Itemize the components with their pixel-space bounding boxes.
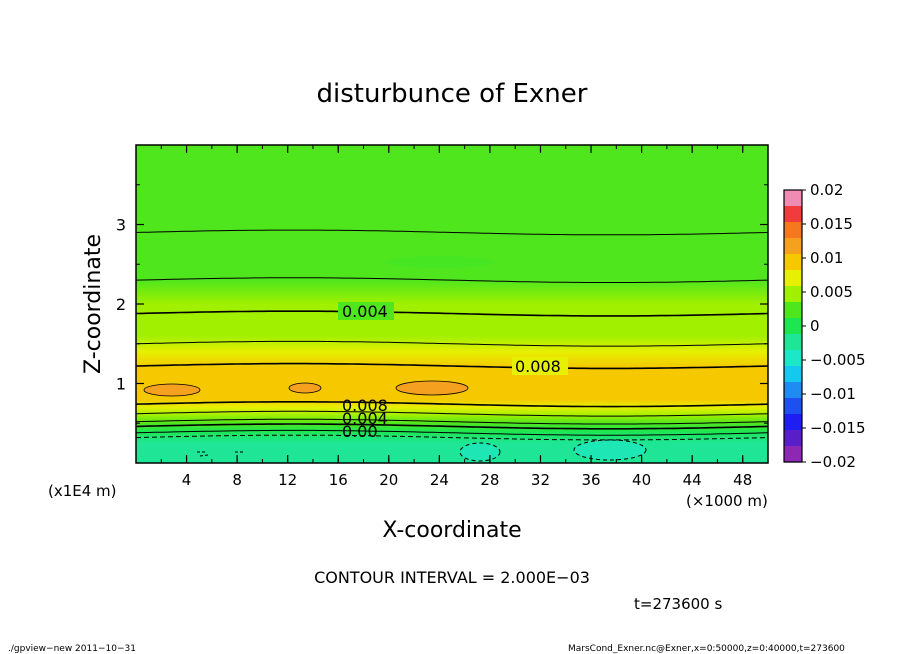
y-tick-label: 2 — [116, 295, 126, 314]
x-axis-ticks: 4 8 12 16 20 24 28 32 36 40 44 48 — [160, 145, 752, 489]
colorbar-segment — [784, 286, 802, 303]
contour-labels: 0.004 0.008 0.008 0.004 0.00 — [338, 302, 568, 441]
colorbar-segment — [784, 414, 802, 431]
contour-lines — [136, 229, 768, 441]
colorbar: 0.02 0.015 0.01 0.005 0 −0.005 −0.01 −0.015 −0.0… — [783, 181, 866, 471]
contour-interval-text: CONTOUR INTERVAL = 2.000E−03 — [314, 568, 590, 587]
x-tick-label: 24 — [430, 471, 449, 489]
y-axis-ticks: 1 2 3 — [116, 184, 768, 424]
contour-line — [136, 401, 768, 408]
colorbar-segment — [784, 222, 802, 239]
contour-line — [136, 418, 768, 425]
colorbar-tick-label: 0.005 — [810, 283, 853, 301]
y-unit-label: (x1E4 m) — [48, 482, 117, 500]
colorbar-segment — [784, 318, 802, 335]
contour-line — [136, 434, 768, 441]
colorbar-segment — [784, 254, 802, 271]
plot-area: 0.004 0.008 0.008 0.004 0.00 4 8 12 16 20 24 2… — [116, 144, 769, 489]
colorbar-segment — [784, 446, 802, 463]
x-tick-label: 40 — [632, 471, 651, 489]
y-tick-label: 3 — [116, 216, 126, 235]
colorbar-tick-label: −0.015 — [810, 419, 866, 437]
x-axis-label: X-coordinate — [382, 518, 521, 543]
contour-line — [136, 423, 768, 430]
footer-right: MarsCond_Exner.nc@Exner,x=0:50000,z=0:40… — [568, 644, 845, 654]
colorbar-segment — [784, 382, 802, 399]
x-tick-label: 36 — [581, 471, 600, 489]
contour-line — [136, 362, 768, 370]
chart-title: disturbunce of Exner — [317, 79, 588, 109]
colorbar-tick-label: 0.02 — [810, 181, 843, 199]
colorbar-segment — [784, 270, 802, 287]
x-tick-label: 48 — [733, 471, 752, 489]
colorbar-tick-label: −0.005 — [810, 351, 866, 369]
contour-line — [136, 310, 768, 317]
colorbar-segment — [784, 366, 802, 383]
colorbar-segment — [784, 190, 802, 207]
x-tick-label: 20 — [379, 471, 398, 489]
contour-label-bg — [512, 357, 568, 375]
x-tick-label: 44 — [683, 471, 702, 489]
high-blob — [288, 382, 322, 394]
x-tick-label: 4 — [182, 471, 192, 489]
x-tick-label: 8 — [232, 471, 242, 489]
high-blob — [143, 383, 201, 397]
colorbar-tick-label: −0.02 — [810, 453, 856, 471]
x-tick-label: 16 — [329, 471, 348, 489]
colorbar-segment — [784, 350, 802, 367]
contour-label: 0.00 — [342, 422, 378, 441]
time-label: t=273600 s — [634, 595, 722, 613]
colorbar-tick-label: 0.01 — [810, 249, 843, 267]
green-patch — [385, 256, 495, 268]
contour-label: 0.008 — [342, 396, 388, 415]
colorbar-segment — [784, 334, 802, 351]
heatmap-field — [136, 145, 768, 463]
colorbar-tick-label: 0 — [810, 317, 820, 335]
contour-label-bg — [338, 302, 394, 320]
x-tick-label: 28 — [480, 471, 499, 489]
contour-label: 0.004 — [342, 302, 388, 321]
colorbar-tick-label: 0.015 — [810, 215, 853, 233]
colorbar-segment — [784, 238, 802, 255]
y-axis-label: Z-coordinate — [81, 234, 106, 374]
low-blob — [459, 442, 501, 462]
low-blob — [573, 439, 647, 461]
field-features — [136, 229, 768, 462]
colorbar-segment — [784, 302, 802, 319]
contour-line — [136, 340, 768, 347]
x-tick-label: 12 — [278, 471, 297, 489]
y-tick-label: 1 — [116, 375, 126, 394]
high-blob — [395, 380, 469, 396]
footer-left: ./gpview−new 2011−10−31 — [8, 644, 136, 654]
x-tick-label: 32 — [531, 471, 550, 489]
contour-label: 0.008 — [515, 357, 561, 376]
colorbar-segment — [784, 430, 802, 447]
contour-line — [136, 229, 768, 236]
colorbar-segment — [784, 206, 802, 223]
x-unit-label: (×1000 m) — [686, 492, 768, 510]
contour-label: 0.004 — [342, 409, 388, 428]
contour-line — [136, 429, 768, 436]
colorbar-segment — [784, 398, 802, 415]
contour-line — [136, 410, 768, 417]
contour-line — [136, 277, 768, 283]
colorbar-tick-label: −0.01 — [810, 385, 856, 403]
small-dashed-contour — [197, 451, 209, 457]
